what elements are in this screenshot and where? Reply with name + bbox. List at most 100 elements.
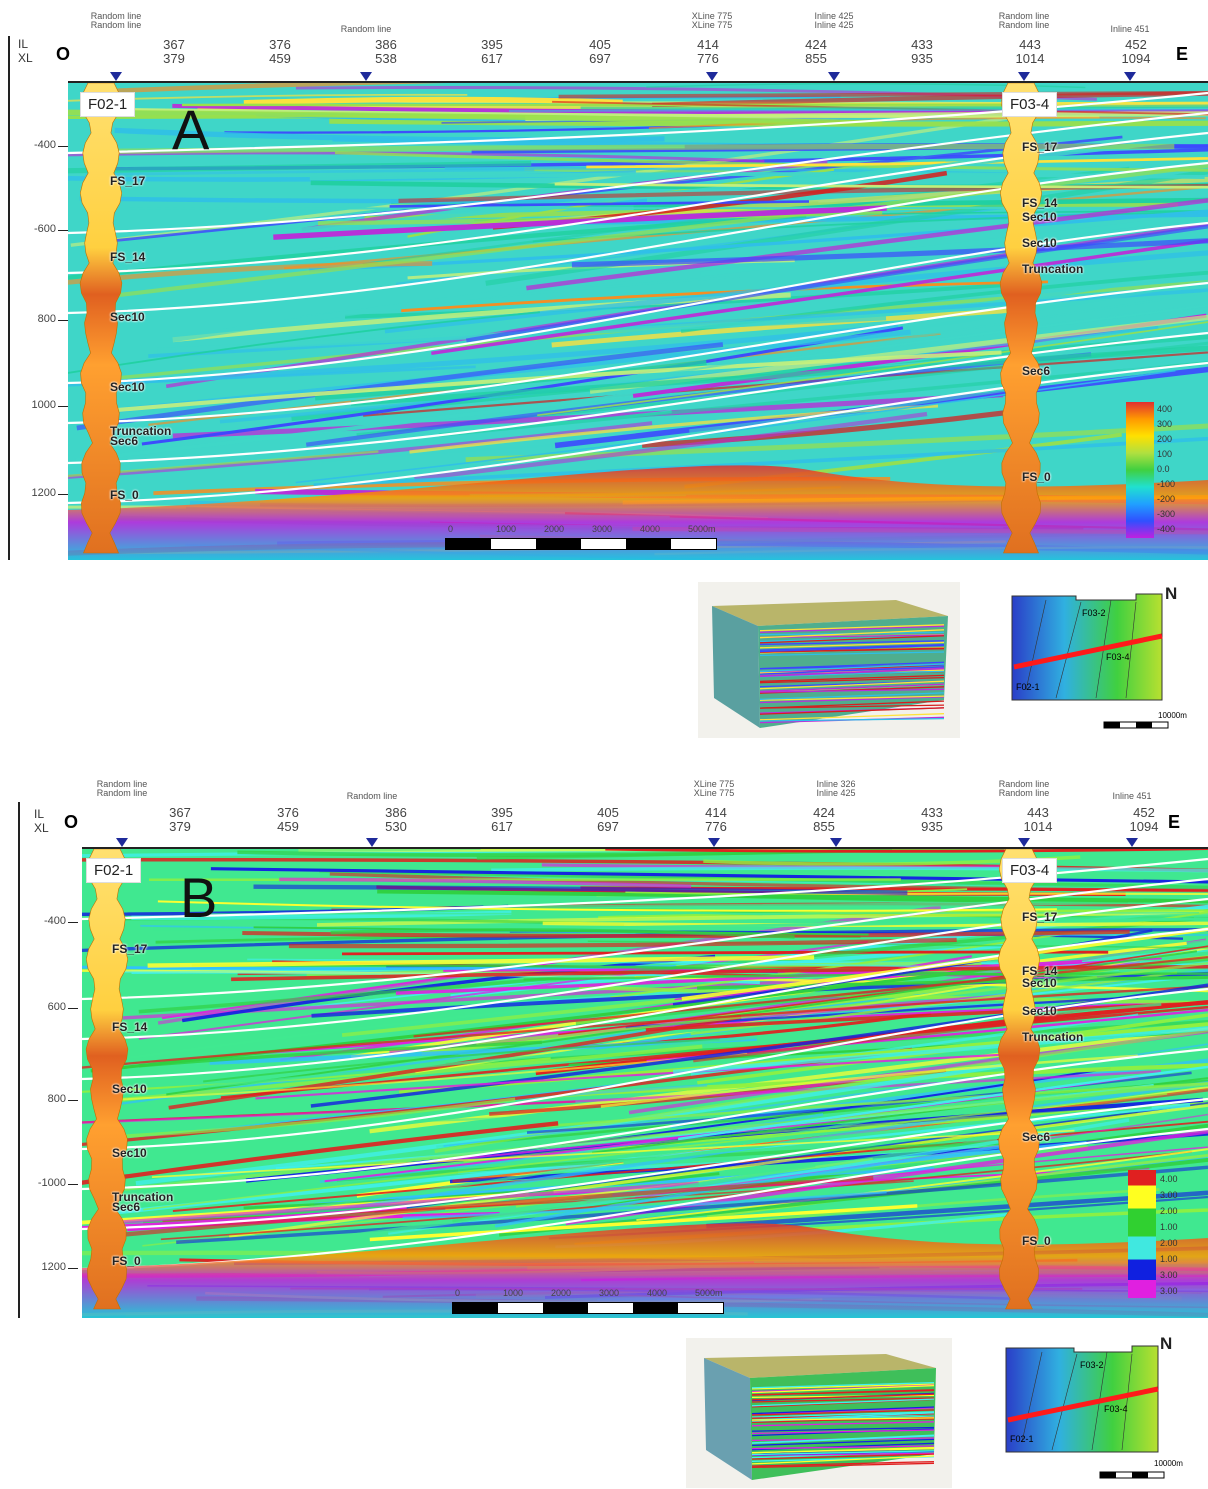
color-bar-label: -200 bbox=[1157, 494, 1176, 504]
top-note: Inline 425 Inline 425 bbox=[814, 11, 854, 30]
scale-label: 2000 bbox=[551, 1288, 572, 1298]
axis-il-label: 414 bbox=[705, 805, 727, 820]
well-label: F03-4 bbox=[1002, 92, 1058, 117]
horizon-label: FS_0 bbox=[1022, 1234, 1051, 1248]
time-tick bbox=[68, 1100, 78, 1101]
axis-il-label: 386 bbox=[385, 805, 407, 820]
horizon-label: Sec6 bbox=[1022, 364, 1051, 378]
axis-il-label: 376 bbox=[277, 805, 299, 820]
horizon-label: FS_17 bbox=[112, 942, 148, 956]
color-bar-label: 1.00 bbox=[1160, 1254, 1178, 1264]
xl-label: XL bbox=[34, 821, 49, 835]
scale-label: 5000m bbox=[688, 524, 716, 534]
seismic-image bbox=[68, 83, 1208, 560]
marker-icon bbox=[706, 72, 718, 81]
scale-label: 2000 bbox=[544, 524, 565, 534]
marker-icon bbox=[366, 838, 378, 847]
well-label: F02-1 bbox=[86, 858, 142, 883]
horizon-label: Sec10 bbox=[1022, 210, 1057, 224]
time-tick-label: 800 bbox=[47, 1093, 66, 1105]
horizon-label: FS_17 bbox=[110, 174, 146, 188]
horizon-label: Sec10 bbox=[112, 1146, 147, 1160]
time-tick bbox=[68, 922, 78, 923]
horizon-label: FS_0 bbox=[110, 488, 139, 502]
axis-line bbox=[8, 36, 10, 560]
top-note: Random line Random line bbox=[998, 11, 1050, 30]
color-bar-label: 3.00 bbox=[1160, 1270, 1178, 1280]
top-note: XLine 775 XLine 775 bbox=[691, 11, 733, 30]
scale-bar bbox=[445, 538, 717, 550]
time-tick-label: 1200 bbox=[31, 487, 56, 499]
volume-thumbnail bbox=[686, 1338, 952, 1488]
axis-il-label: 424 bbox=[813, 805, 835, 820]
color-bar-label: 3.00 bbox=[1160, 1286, 1178, 1296]
color-bar-label: 2.00 bbox=[1160, 1206, 1178, 1216]
axis-xl-label: 459 bbox=[269, 51, 291, 66]
horizon-label: Sec10 bbox=[112, 1082, 147, 1096]
location-map: F03-2 F03-4 F02-1 10000m bbox=[982, 1332, 1196, 1488]
axis-xl-label: 935 bbox=[921, 819, 943, 834]
color-bar-label: 0.0 bbox=[1157, 464, 1170, 474]
horizon-label: FS_14 bbox=[112, 1020, 148, 1034]
seismic-image bbox=[82, 849, 1208, 1318]
map-well-label: F02-1 bbox=[1010, 1434, 1034, 1444]
color-bar-label: -300 bbox=[1157, 509, 1176, 519]
scale-label: 0 bbox=[448, 524, 454, 534]
axis-xl-label: 855 bbox=[813, 819, 835, 834]
axis-il-label: 367 bbox=[163, 37, 185, 52]
top-note: Inline 451 bbox=[1110, 24, 1150, 34]
time-tick-label: -400 bbox=[43, 915, 66, 927]
axis-il-label: 395 bbox=[491, 805, 513, 820]
map-well-label: F03-4 bbox=[1104, 1404, 1128, 1414]
axis-xl-label: 697 bbox=[597, 819, 619, 834]
horizon-label: Truncation bbox=[112, 1190, 174, 1204]
map-scale-label: 10000m bbox=[1154, 1459, 1183, 1468]
time-tick bbox=[58, 320, 68, 321]
panel-letter: A bbox=[172, 98, 210, 161]
volume-thumbnail bbox=[698, 582, 960, 738]
axis-xl-label: 855 bbox=[805, 51, 827, 66]
color-bar-label: 1.00 bbox=[1160, 1222, 1178, 1232]
axis-il-label: 443 bbox=[1019, 37, 1041, 52]
panel-letter: B bbox=[180, 866, 218, 929]
seismic-section bbox=[82, 849, 1208, 1318]
horizon-label: FS_0 bbox=[112, 1254, 141, 1268]
horizon-label: FS_14 bbox=[1022, 964, 1058, 978]
scale-label: 1000 bbox=[496, 524, 517, 534]
marker-icon bbox=[1018, 838, 1030, 847]
color-bar-label: 400 bbox=[1157, 404, 1173, 414]
color-bar-label: 3.00 bbox=[1160, 1190, 1178, 1200]
time-tick bbox=[58, 406, 68, 407]
scale-label: 5000m bbox=[695, 1288, 723, 1298]
il-label: IL bbox=[18, 37, 29, 51]
well-label: F02-1 bbox=[80, 92, 136, 117]
time-tick bbox=[68, 1184, 78, 1185]
top-note: Inline 326 Inline 425 bbox=[816, 779, 856, 798]
time-tick-label: 1000 bbox=[31, 399, 56, 411]
direction-left: O bbox=[56, 44, 71, 64]
scale-label: 3000 bbox=[592, 524, 613, 534]
scale-label: 0 bbox=[455, 1288, 461, 1298]
color-bar-label: 4.00 bbox=[1160, 1174, 1178, 1184]
xl-label: XL bbox=[18, 51, 33, 65]
horizon-label: Sec6 bbox=[1022, 1130, 1051, 1144]
time-tick bbox=[58, 494, 68, 495]
direction-left: O bbox=[64, 812, 79, 832]
seismic-section bbox=[68, 83, 1208, 560]
scale-label: 4000 bbox=[647, 1288, 668, 1298]
map-well-label: F03-2 bbox=[1082, 608, 1106, 618]
axis-il-label: 376 bbox=[269, 37, 291, 52]
color-bar-label: 2.00 bbox=[1160, 1238, 1178, 1248]
marker-icon bbox=[708, 838, 720, 847]
axis-il-label: 414 bbox=[697, 37, 719, 52]
horizon-label: FS_14 bbox=[110, 250, 146, 264]
color-bar-label: -400 bbox=[1157, 524, 1176, 534]
marker-icon bbox=[828, 72, 840, 81]
color-bar-label: 200 bbox=[1157, 434, 1173, 444]
axis-il-label: 452 bbox=[1125, 37, 1147, 52]
horizon-label: FS_14 bbox=[1022, 196, 1058, 210]
time-tick-label: 800 bbox=[37, 313, 56, 325]
horizon-label: Truncation bbox=[1022, 1030, 1084, 1044]
axis-xl-label: 1094 bbox=[1129, 819, 1159, 834]
scale-label: 1000 bbox=[503, 1288, 524, 1298]
